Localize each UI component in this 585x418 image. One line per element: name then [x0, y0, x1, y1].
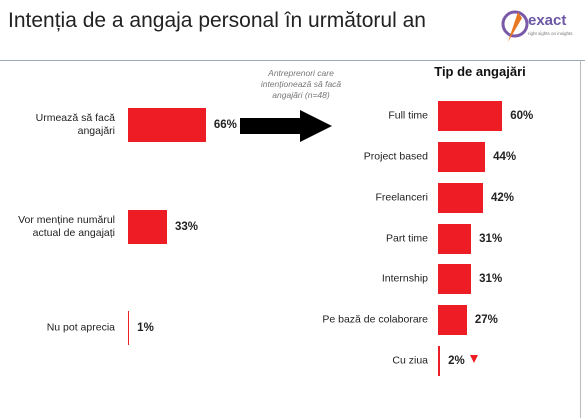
down-arrow-icon: [470, 355, 479, 363]
bar: [438, 101, 503, 131]
category-label: Cu ziua: [392, 354, 428, 367]
bar: [128, 108, 206, 142]
logo-icon: [501, 10, 529, 42]
bar: [438, 264, 472, 294]
logo: exact: [528, 12, 567, 29]
value-label: 1%: [137, 322, 154, 334]
category-label: Part time: [385, 232, 428, 245]
category-label: Full time: [388, 109, 428, 122]
bar: [438, 142, 486, 172]
category-label: Internship: [381, 272, 428, 285]
category-label: Nu pot aprecia: [46, 321, 115, 334]
value-label: 31%: [479, 273, 503, 285]
arrow: [240, 110, 332, 142]
value-label: 27%: [474, 314, 498, 326]
value-label: 42%: [490, 192, 514, 204]
bar: [438, 224, 472, 254]
edge-line: [580, 60, 581, 418]
bar: [438, 183, 483, 213]
category-label: Pe bază de colaborare: [322, 313, 428, 326]
value-label: 60%: [510, 110, 534, 122]
value-label: 33%: [174, 221, 198, 233]
logo-tagline: right sights on insights: [528, 31, 573, 36]
category-label: Freelanceri: [375, 191, 428, 204]
value-label: 44%: [493, 151, 517, 163]
bar: [128, 311, 130, 345]
bar: [438, 346, 441, 376]
note: Antreprenori care intenționează să facă …: [260, 68, 342, 100]
slide-title: Intenția de a angaja personal în următor…: [8, 9, 426, 32]
bar: [128, 210, 167, 244]
value-label: 31%: [479, 233, 503, 245]
bar: [438, 305, 467, 335]
category-label: Urmează să facă angajări: [35, 112, 115, 137]
value-label: 66%: [213, 119, 237, 131]
chart-title: Tip de angajări: [434, 64, 526, 79]
divider: [0, 60, 585, 61]
category-label: Project based: [363, 150, 428, 163]
value-label: 2%: [448, 355, 465, 367]
category-label: Vor menține numărul actual de angajați: [18, 214, 115, 239]
